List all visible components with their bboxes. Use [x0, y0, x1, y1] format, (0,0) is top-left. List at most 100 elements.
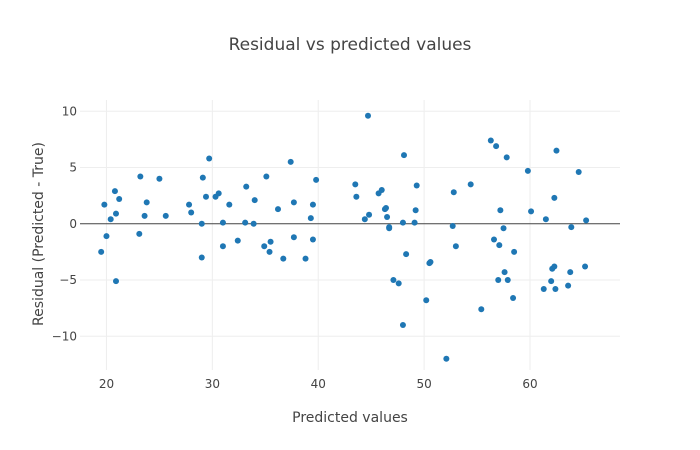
- data-point: [98, 248, 105, 255]
- data-point: [443, 355, 450, 362]
- data-point: [503, 154, 510, 161]
- chart-title: Residual vs predicted values: [229, 35, 472, 55]
- x-tick-labels: 20 30 40 50 60: [99, 377, 538, 391]
- data-point: [103, 233, 110, 240]
- y-tick-labels: −10 −5 0 5 10: [52, 104, 77, 343]
- data-point: [143, 199, 150, 206]
- data-point: [302, 255, 309, 262]
- data-point: [552, 286, 559, 292]
- data-point: [386, 224, 393, 231]
- data-point: [261, 243, 268, 250]
- data-point: [136, 230, 143, 237]
- data-point: [215, 190, 222, 197]
- data-point: [101, 201, 108, 208]
- data-point: [511, 248, 518, 255]
- x-tick-label: 60: [522, 377, 537, 391]
- data-point: [491, 236, 497, 243]
- data-point: [582, 263, 589, 270]
- data-point: [504, 277, 511, 283]
- data-point: [496, 242, 503, 249]
- data-point: [219, 243, 226, 250]
- y-tick-label: −10: [52, 329, 77, 343]
- data-point: [162, 212, 169, 219]
- data-point: [188, 209, 195, 216]
- data-point: [575, 169, 582, 175]
- data-point: [186, 201, 193, 208]
- x-tick-label: 40: [311, 377, 326, 391]
- data-point: [243, 183, 250, 190]
- data-point: [234, 237, 241, 244]
- data-point: [487, 137, 494, 144]
- data-point: [384, 214, 391, 220]
- data-point: [413, 182, 420, 189]
- data-point: [403, 251, 410, 258]
- data-point: [493, 143, 500, 150]
- data-point: [510, 295, 517, 301]
- data-point: [401, 152, 407, 159]
- data-point: [198, 220, 205, 227]
- data-point: [450, 189, 457, 196]
- data-point: [411, 219, 418, 226]
- data-point: [113, 210, 119, 217]
- data-point: [290, 199, 297, 206]
- data-point: [251, 197, 258, 204]
- data-point: [399, 219, 406, 226]
- data-point: [307, 215, 314, 222]
- data-point: [551, 263, 558, 270]
- data-point: [365, 112, 371, 119]
- data-point: [495, 277, 502, 283]
- data-point: [266, 248, 273, 255]
- data-point: [280, 255, 287, 262]
- data-point: [116, 196, 123, 202]
- data-point: [540, 286, 547, 292]
- data-point: [111, 188, 118, 195]
- data-point: [267, 238, 274, 245]
- data-point: [528, 208, 535, 215]
- data-point: [427, 259, 434, 265]
- data-point: [242, 219, 249, 226]
- data-point: [287, 158, 294, 165]
- data-point: [501, 269, 508, 276]
- y-tick-label: 5: [69, 161, 77, 175]
- data-point: [567, 269, 574, 276]
- data-point: [137, 173, 144, 180]
- data-point: [548, 278, 555, 285]
- data-point: [452, 243, 459, 250]
- data-point: [309, 201, 316, 208]
- data-point: [219, 219, 226, 226]
- data-point: [309, 236, 316, 243]
- data-point: [399, 322, 406, 328]
- data-point: [141, 212, 148, 219]
- data-point: [390, 277, 397, 283]
- y-tick-label: −5: [59, 273, 77, 287]
- data-point: [366, 211, 373, 218]
- data-point: [478, 306, 485, 313]
- data-point: [583, 217, 590, 224]
- data-point: [551, 194, 558, 201]
- y-axis-title: Residual (Predicted - True): [31, 142, 47, 326]
- data-point: [553, 147, 560, 154]
- grid-lines: [80, 100, 620, 370]
- data-point: [361, 216, 368, 223]
- data-point: [156, 175, 163, 182]
- data-point: [226, 201, 233, 208]
- data-point: [275, 206, 281, 213]
- data-point: [542, 216, 549, 223]
- data-point: [383, 205, 389, 211]
- x-tick-label: 30: [205, 377, 220, 391]
- data-point: [352, 181, 359, 188]
- data-point: [199, 174, 206, 181]
- data-point: [395, 280, 402, 287]
- data-point: [423, 297, 430, 304]
- x-tick-label: 20: [99, 377, 114, 391]
- data-point: [290, 234, 297, 241]
- data-point: [449, 223, 456, 229]
- x-axis-title: Predicted values: [292, 410, 408, 426]
- data-point: [203, 193, 209, 200]
- data-points: [98, 112, 590, 362]
- data-point: [565, 282, 572, 289]
- y-tick-label: 10: [62, 104, 77, 118]
- data-point: [412, 207, 419, 214]
- data-point: [113, 278, 119, 285]
